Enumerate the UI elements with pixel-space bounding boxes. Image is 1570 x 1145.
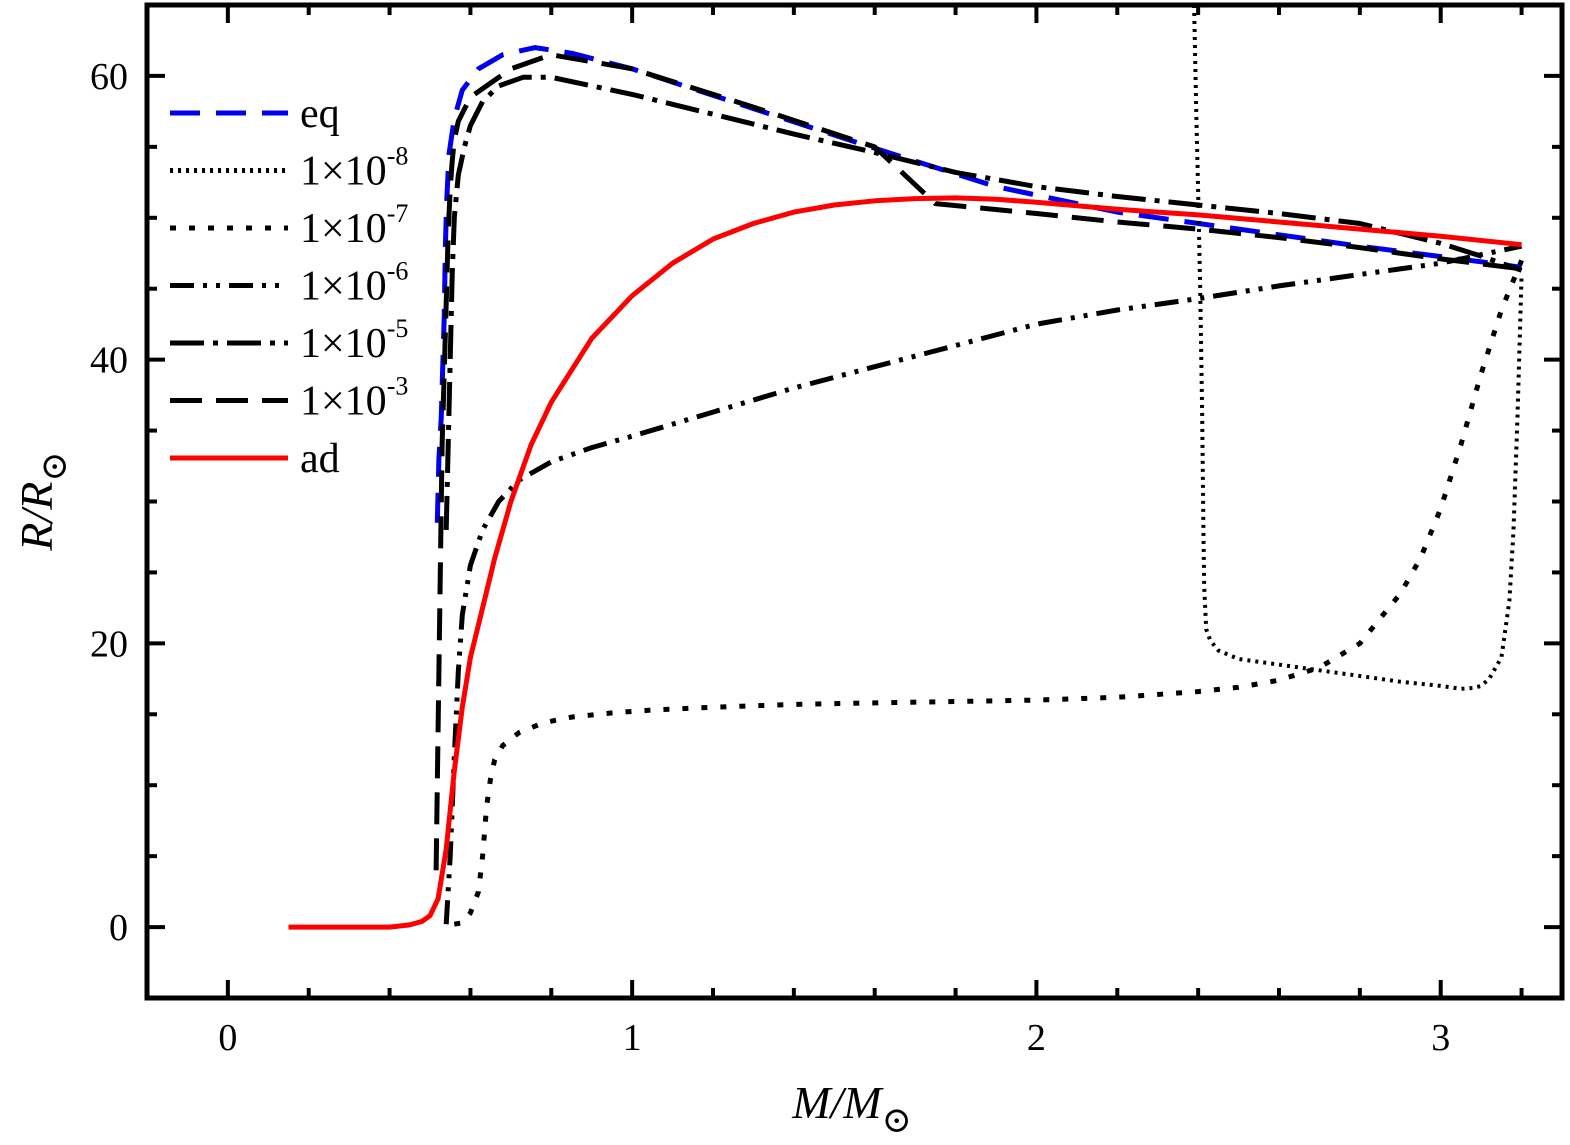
legend-label-0: eq <box>300 91 340 137</box>
series-line-1 <box>1192 4 1524 691</box>
x-tick-label: 2 <box>1027 1017 1046 1059</box>
series-line-3 <box>443 243 1523 925</box>
series-line-4 <box>443 74 1523 530</box>
legend-label-base: 1×10 <box>300 264 387 310</box>
legend-label-exp: -8 <box>387 142 409 171</box>
legend-label-1: 1×10-8 <box>300 142 408 195</box>
legend-label-exp: -7 <box>387 199 409 228</box>
y-tick-label: 20 <box>90 623 128 665</box>
legend-label-6: ad <box>300 436 340 482</box>
x-tick-label: 3 <box>1431 1017 1450 1059</box>
tick-layer: 0 1 2 3 0 20 40 60 <box>90 3 1562 1059</box>
y-tick-label: 0 <box>109 907 128 949</box>
x-tick-label: 0 <box>218 1017 237 1059</box>
legend-label-base: ad <box>300 436 340 482</box>
legend-label-base: 1×10 <box>300 321 387 367</box>
series-layer <box>288 4 1524 930</box>
legend-label-base: 1×10 <box>300 379 387 425</box>
legend-label-exp: -6 <box>387 257 409 286</box>
y-axis-title: R/R⊙ <box>11 451 74 551</box>
y-tick-label: 60 <box>90 56 128 98</box>
legend-label-base: eq <box>300 91 340 137</box>
y-axis-title-base: R/R <box>11 482 62 552</box>
legend: eq1×10-81×10-71×10-61×10-51×10-3ad <box>170 91 408 482</box>
legend-label-3: 1×10-6 <box>300 257 408 310</box>
legend-label-base: 1×10 <box>300 149 387 195</box>
legend-label-2: 1×10-7 <box>300 199 408 252</box>
x-tick-label: 1 <box>623 1017 642 1059</box>
legend-label-exp: -5 <box>387 314 409 343</box>
y-axis-title-sub: ⊙ <box>34 451 74 481</box>
x-axis-title: M/M⊙ <box>791 1077 912 1140</box>
y-tick-label: 40 <box>90 340 128 382</box>
legend-label-4: 1×10-5 <box>300 314 408 367</box>
series-line-0 <box>434 45 1522 523</box>
legend-label-exp: -3 <box>387 372 409 401</box>
x-axis-title-sub: ⊙ <box>882 1100 912 1140</box>
legend-label-5: 1×10-3 <box>300 372 408 425</box>
series-line-6 <box>288 195 1522 930</box>
x-axis-title-base: M/M <box>791 1077 884 1128</box>
series-line-2 <box>453 259 1524 927</box>
plot-area <box>147 5 1562 998</box>
series-line-5 <box>433 52 1522 871</box>
legend-label-base: 1×10 <box>300 206 387 252</box>
